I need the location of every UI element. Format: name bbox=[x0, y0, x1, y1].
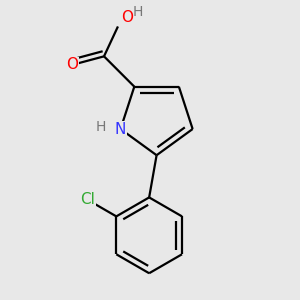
Text: H: H bbox=[133, 5, 143, 19]
Text: N: N bbox=[115, 122, 126, 136]
Text: O: O bbox=[66, 57, 78, 72]
Text: H: H bbox=[95, 120, 106, 134]
Text: Cl: Cl bbox=[80, 192, 95, 207]
Text: O: O bbox=[121, 10, 133, 25]
